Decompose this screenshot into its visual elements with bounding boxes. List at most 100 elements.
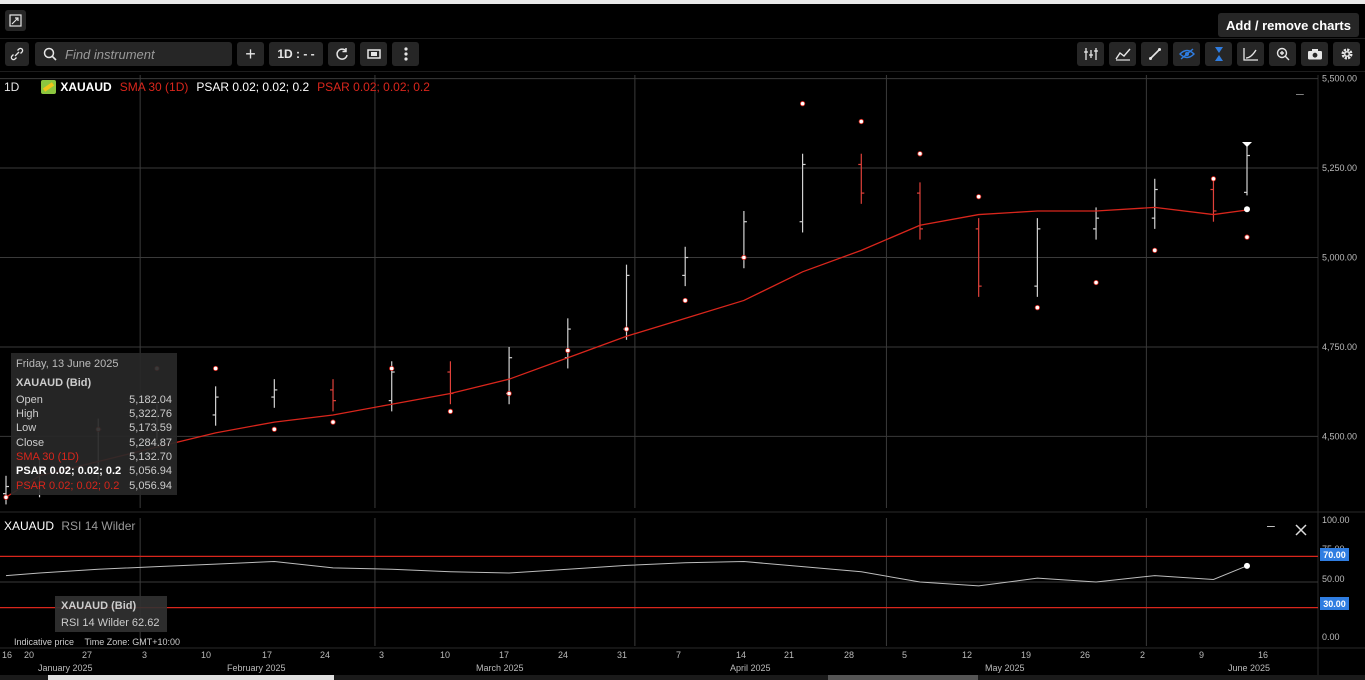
zoom-icon[interactable] [1269,42,1296,66]
x-tick-label: 27 [82,650,93,660]
psar-point [3,494,9,500]
x-tick-label: 14 [736,650,747,660]
camera-icon[interactable] [1301,42,1328,66]
month-label: January 2025 [38,663,93,673]
curve-tool-icon[interactable] [1237,42,1264,66]
psar-point [623,326,630,332]
main-minimize-icon[interactable]: – [1296,85,1304,101]
legend-psar-1[interactable]: PSAR 0.02; 0.02; 0.2 [196,80,310,94]
chart-type-icon[interactable] [360,42,387,66]
rsi-legend-symbol[interactable]: XAUAUD [4,519,55,533]
add-remove-charts-button[interactable]: Add / remove charts [1218,13,1359,37]
psar-point [506,390,512,397]
psar-point [799,101,806,107]
tooltip-label: High [16,408,39,420]
rsi-axis-label: 50.00 [1322,574,1345,584]
rsi-legend-indicator[interactable]: RSI 14 Wilder [61,519,136,533]
detach-icon[interactable] [5,10,26,31]
tooltip-label: PSAR 0.02; 0.02; 0.2 [16,480,120,492]
price-bar [799,153,806,233]
tooltip-label: Low [16,422,37,434]
price-bar [212,386,219,426]
x-tick-label: 24 [558,650,569,660]
psar-point [976,194,982,200]
rsi-legend: XAUAUD RSI 14 Wilder [4,519,135,533]
settings-icon[interactable] [1333,42,1360,66]
psar-point [213,365,219,372]
add-instrument-button[interactable]: + [237,42,264,66]
sma-line [5,206,1248,498]
search-icon [43,47,57,61]
price-bar [1210,178,1217,222]
studies-icon[interactable] [1109,42,1136,66]
refresh-icon[interactable] [328,42,355,66]
month-label: June 2025 [1228,663,1271,673]
y-tick-label: 5,250.00 [1322,163,1357,173]
psar-point [565,347,571,354]
x-tick-label: 24 [320,650,331,660]
psar-point [858,118,864,125]
price-bar [271,379,278,408]
psar-point [330,419,336,425]
link-icon[interactable] [5,42,29,66]
tooltip-value: 5,182.04 [129,394,172,406]
x-tick-label: 2 [1140,650,1146,660]
instrument-search[interactable] [35,42,232,66]
tooltip-title: XAUAUD (Bid) [16,377,92,389]
price-bar [1151,178,1158,229]
x-tick-label: 10 [440,650,451,660]
rsi-70-marker: 70.00 [1320,548,1349,561]
x-tick-label: 20 [24,650,35,660]
tooltip-label: PSAR 0.02; 0.02; 0.2 [16,465,122,477]
price-bar [1093,207,1100,240]
horizontal-scrollbar[interactable] [0,675,1365,680]
draw-line-icon[interactable] [1141,42,1168,66]
price-bar [1034,218,1041,297]
rsi-30-marker: 30.00 [1320,597,1349,610]
x-tick-label: 16 [1258,650,1269,660]
rsi-line [5,561,1248,587]
psar-point [1034,305,1040,311]
psar-point [1244,234,1250,240]
close-icon[interactable] [1295,523,1307,536]
psar-point [1152,247,1158,253]
x-tick-label: 26 [1080,650,1091,660]
y-tick-label: 5,500.00 [1322,74,1357,84]
more-options-icon[interactable] [392,42,419,66]
x-tick-label: 12 [962,650,973,660]
x-tick-label: 9 [1199,650,1205,660]
x-tick-label: 16 [2,650,13,660]
x-tick-label: 7 [676,650,682,660]
psar-point [741,254,747,261]
rsi-axis-label: 0.00 [1322,632,1340,642]
month-label: February 2025 [227,663,286,673]
crosshair-icon[interactable] [1205,42,1232,66]
minimize-icon[interactable]: – [1267,517,1275,533]
interval-selector[interactable]: 1D : - - [269,42,323,66]
month-label: March 2025 [476,663,524,673]
hide-drawings-icon[interactable] [1173,42,1200,66]
legend-symbol[interactable]: XAUAUD [60,80,112,94]
price-bar [564,318,571,369]
y-tick-label: 4,750.00 [1322,342,1357,352]
price-bar [3,475,9,505]
indicators-icon[interactable] [1077,42,1104,66]
top-border [0,0,1365,4]
rsi-tip-value: RSI 14 Wilder 62.62 [61,617,160,629]
x-tick-label: 10 [201,650,212,660]
rsi-tip-title: XAUAUD (Bid) [61,600,137,612]
scrollbar-thumb[interactable] [48,675,334,680]
price-bar [1244,142,1250,196]
price-bar [975,218,982,297]
search-input[interactable] [63,45,227,63]
price-bar [682,246,689,287]
x-tick-label: 3 [142,650,148,660]
scrollbar-range[interactable] [828,675,978,680]
legend-psar-2[interactable]: PSAR 0.02; 0.02; 0.2 [317,80,430,94]
x-tick-label: 17 [499,650,510,660]
legend-sma[interactable]: SMA 30 (1D) [119,80,189,94]
tooltip-value: 5,322.76 [129,408,172,420]
x-tick-label: 17 [262,650,273,660]
month-label: April 2025 [730,663,771,673]
